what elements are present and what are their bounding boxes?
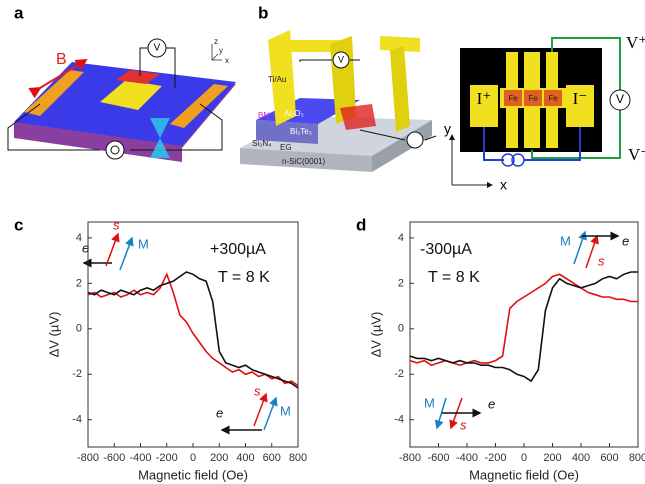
- label: EG: [280, 143, 292, 152]
- arrow-label: M: [560, 233, 571, 248]
- x-tick-label: 0: [521, 452, 527, 464]
- label: BN: [258, 111, 269, 120]
- arrow-label: s: [113, 217, 120, 232]
- label: I⁺: [477, 89, 492, 108]
- panel-label: b: [258, 3, 268, 22]
- annotation: T = 8 K: [428, 269, 480, 286]
- y-axis-title: ΔV (µV): [368, 312, 383, 358]
- label: y: [219, 46, 223, 55]
- arrow-label: e: [216, 405, 223, 420]
- x-tick-label: -400: [456, 452, 478, 464]
- label: Fe: [528, 94, 538, 103]
- schematic-device: I⁺ I⁻ Fe Fe Fe V V⁺ V⁻ y x: [444, 33, 645, 193]
- label: I⁻: [573, 89, 588, 108]
- y-tick-label: 4: [398, 232, 404, 244]
- panel-label: c: [14, 215, 23, 234]
- x-tick-label: 600: [263, 452, 281, 464]
- arrow-label: s: [598, 253, 605, 268]
- x-tick-label: 200: [543, 452, 561, 464]
- schematic-b: V Ti/Au BN Al₂O₃ Bi₂Te₃ Si₃N₄ EG n-SiC(0…: [240, 30, 436, 172]
- x-tick-label: -400: [129, 452, 151, 464]
- label: V: [154, 43, 161, 54]
- label: Fe: [548, 94, 558, 103]
- annotation: -300µA: [420, 241, 472, 258]
- panel-label: d: [356, 215, 366, 234]
- annotations-d: -300µA T = 8 K M s e M s e: [420, 232, 629, 432]
- y-tick-label: -4: [72, 414, 82, 426]
- arrow-label: s: [254, 383, 261, 398]
- data-line: [410, 272, 638, 381]
- annotations-c: +300µA T = 8 K e s M e s M: [82, 217, 291, 430]
- label: B: [56, 51, 67, 68]
- x-axis-title: Magnetic field (Oe): [469, 467, 579, 482]
- annotation: T = 8 K: [218, 269, 270, 286]
- label: Ti/Au: [268, 75, 286, 84]
- arrow-label: s: [460, 417, 467, 432]
- x-axis-title: Magnetic field (Oe): [138, 467, 248, 482]
- x-tick-label: 200: [210, 452, 228, 464]
- y-tick-label: 0: [76, 323, 82, 335]
- figure: a b c d V B z y x: [0, 0, 645, 484]
- data-line: [88, 272, 298, 388]
- x-tick-label: -600: [427, 452, 449, 464]
- arrow-label: M: [424, 395, 435, 410]
- y-tick-label: 2: [398, 277, 404, 289]
- y-tick-label: -2: [72, 368, 82, 380]
- annotation: +300µA: [210, 241, 266, 258]
- label: x: [500, 177, 507, 193]
- x-tick-label: -200: [156, 452, 178, 464]
- label: Si₃N₄: [252, 139, 271, 148]
- arrow-label: M: [138, 236, 149, 251]
- x-tick-label: -800: [399, 452, 421, 464]
- y-tick-label: 2: [76, 277, 82, 289]
- x-tick-label: 400: [572, 452, 590, 464]
- label: Al₂O₃: [284, 109, 304, 118]
- y-tick-label: 4: [76, 232, 82, 244]
- label: n-SiC(0001): [282, 157, 325, 166]
- y-tick-label: -2: [394, 368, 404, 380]
- label: V: [616, 92, 624, 106]
- x-tick-label: 800: [289, 452, 307, 464]
- label: Bi₂Te₃: [290, 127, 312, 136]
- y-tick-label: 0: [398, 323, 404, 335]
- data-line: [410, 274, 638, 365]
- panel-label: a: [14, 3, 24, 22]
- y-tick-label: -4: [394, 414, 404, 426]
- x-tick-label: -600: [103, 452, 125, 464]
- label: V⁻: [628, 145, 645, 164]
- x-tick-label: 400: [236, 452, 254, 464]
- label: Fe: [508, 94, 518, 103]
- label: z: [214, 37, 218, 46]
- x-tick-label: 800: [629, 452, 645, 464]
- label: V⁺: [626, 33, 645, 52]
- x-tick-label: 0: [190, 452, 196, 464]
- schematic-a: V B z y x: [8, 37, 236, 162]
- arrow-label: e: [488, 396, 495, 411]
- x-tick-label: -800: [77, 452, 99, 464]
- label: V: [338, 54, 344, 64]
- y-axis-title: ΔV (µV): [46, 312, 61, 358]
- x-tick-label: 600: [600, 452, 618, 464]
- arrow-label: M: [280, 403, 291, 418]
- arrow-label: e: [622, 233, 629, 248]
- label: y: [444, 121, 451, 137]
- label: x: [225, 56, 229, 65]
- x-tick-label: -200: [484, 452, 506, 464]
